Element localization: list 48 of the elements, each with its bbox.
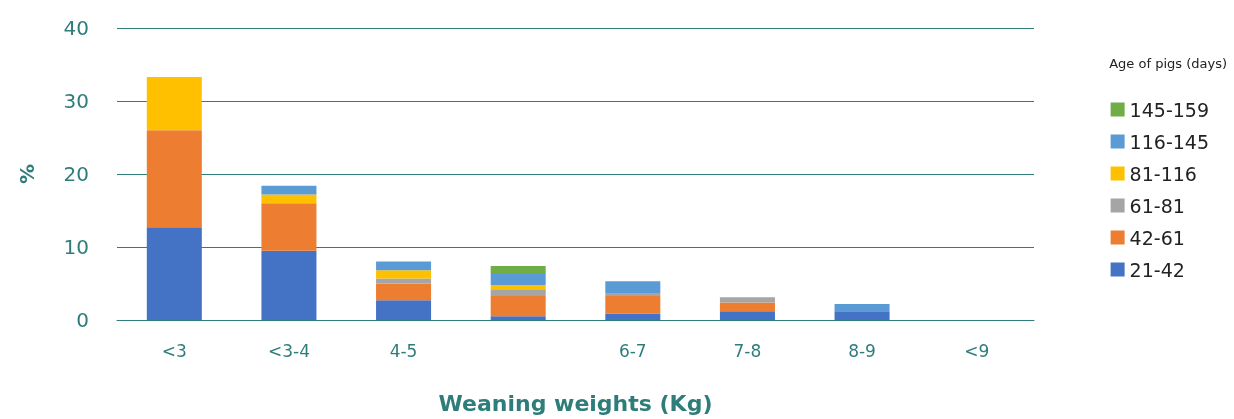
x-tick-label: 6-7 xyxy=(618,340,647,361)
bar xyxy=(605,295,661,314)
y-tick-label: 20 xyxy=(63,162,89,186)
legend-label: 21-42 xyxy=(1129,258,1185,281)
x-axis-title: Weaning weights (Kg) xyxy=(438,390,713,416)
bar xyxy=(376,261,432,271)
bar xyxy=(376,300,432,320)
y-axis-title: % xyxy=(15,163,39,185)
y-tick-label: 0 xyxy=(76,308,89,332)
y-tick-label: 10 xyxy=(63,235,89,259)
bar xyxy=(261,250,317,320)
bar xyxy=(146,227,202,320)
legend-label: 116-145 xyxy=(1129,130,1209,153)
bar xyxy=(605,292,661,296)
bar xyxy=(719,302,775,312)
bar xyxy=(376,270,432,279)
bar xyxy=(490,316,546,320)
bar xyxy=(490,274,546,285)
bar xyxy=(490,284,546,290)
x-tick-label: 8-9 xyxy=(848,340,876,361)
bar xyxy=(146,76,202,131)
legend-label: 42-61 xyxy=(1129,226,1185,249)
bar xyxy=(376,278,432,284)
bar xyxy=(490,295,546,317)
bar xyxy=(834,311,890,320)
x-tick-label: 7-8 xyxy=(733,340,762,361)
bar xyxy=(146,130,202,228)
legend-label: 145-159 xyxy=(1129,98,1209,121)
x-tick-label: <9 xyxy=(964,340,990,361)
bar xyxy=(261,194,317,204)
y-tick-label: 40 xyxy=(63,16,89,40)
legend-label: 81-116 xyxy=(1129,162,1197,185)
bar xyxy=(376,283,432,301)
legend-label: 61-81 xyxy=(1129,194,1185,217)
bar xyxy=(490,289,546,296)
bar xyxy=(490,265,546,275)
bar xyxy=(719,311,775,320)
y-tick-label: 30 xyxy=(63,89,89,113)
bar xyxy=(605,281,661,293)
legend-title: Age of pigs (days) xyxy=(1109,56,1228,71)
bar xyxy=(261,185,317,195)
bar xyxy=(261,203,317,251)
bar xyxy=(719,297,775,303)
x-tick-label: 4-5 xyxy=(389,340,418,361)
bar xyxy=(834,303,890,312)
bar xyxy=(605,313,661,320)
x-tick-label: <3-4 xyxy=(267,340,310,361)
x-tick-label: <3 xyxy=(161,340,187,361)
